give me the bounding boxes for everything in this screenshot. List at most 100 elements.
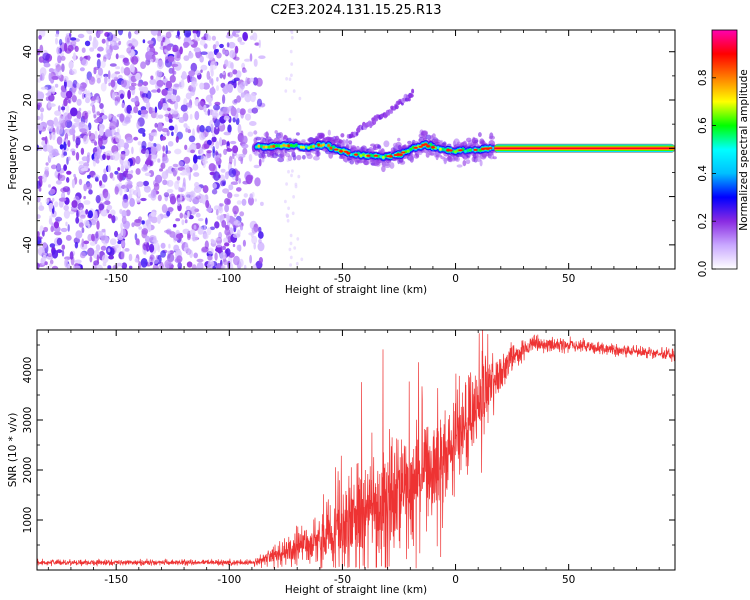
spectrogram-noise-blob: [130, 49, 135, 58]
spectrogram-noise-blob: [45, 198, 50, 205]
spectrogram-signal-hotspot: [488, 147, 493, 150]
spectrogram-noise-blob: [85, 209, 89, 215]
spectrogram-noise-blob: [133, 136, 139, 141]
spectrogram-noise-blob: [181, 73, 186, 80]
spectrogram-noise-blob: [162, 78, 168, 83]
spectrogram-noise-blob: [56, 46, 60, 55]
spectrogram-noise-blob: [74, 259, 82, 264]
spectrogram-noise-blob: [203, 143, 210, 150]
spectrogram-signal-hotspot: [388, 155, 393, 158]
spectrogram-signal-halo: [466, 137, 472, 143]
spectrogram-noise-blob: [175, 218, 181, 222]
spectrogram-noise-blob: [239, 211, 245, 217]
spectrogram-noise-blob: [160, 242, 166, 249]
spectrogram-noise-blob: [53, 231, 62, 236]
spectrogram-noise-blob: [295, 261, 299, 266]
spectrogram-noise-blob: [199, 132, 206, 141]
spectrogram-signal-blob: [294, 143, 298, 147]
spectrogram-noise-blob: [256, 98, 263, 107]
spectrogram-noise-blob: [141, 140, 147, 150]
spectrogram-noise-blob: [218, 174, 221, 179]
spectrogram-noise-blob: [165, 31, 172, 39]
spectrogram-noise-blob: [100, 234, 109, 244]
spectrogram-signal-blob: [299, 145, 303, 149]
spectrogram-noise-blob: [243, 264, 247, 269]
spectrogram-noise-blob: [85, 92, 92, 99]
spectrogram-noise-blob: [223, 148, 228, 155]
spectrogram-signal-hotspot: [398, 153, 403, 156]
spectrogram-noise-blob: [55, 216, 63, 222]
spectrogram-noise-blob: [194, 70, 201, 76]
spectrogram-noise-blob: [214, 252, 218, 261]
spectrogram-noise-blob: [84, 40, 91, 47]
spectrogram-signal-halo: [338, 139, 343, 144]
spectrogram-noise-blob: [71, 125, 76, 130]
spectrogram-noise-blob: [101, 114, 108, 120]
spectrogram-noise-blob: [172, 87, 177, 96]
spectrogram-noise-blob: [131, 222, 135, 228]
spectrogram-noise-blob: [60, 85, 65, 92]
spectrogram-noise-blob: [128, 43, 133, 47]
spectrogram-noise-blob: [96, 77, 101, 84]
spectrogram-noise-blob: [78, 161, 85, 165]
spectrogram-noise-blob: [102, 188, 109, 199]
spectrogram-noise-blob: [296, 237, 300, 241]
spectrogram-noise-blob: [224, 228, 231, 236]
spectrogram-noise-blob: [161, 204, 168, 213]
spectrogram-noise-blob: [88, 122, 92, 131]
spectrogram-noise-blob: [71, 178, 75, 189]
spectrogram-noise-blob: [159, 261, 164, 269]
spectrogram-noise-blob: [87, 174, 91, 179]
spectrogram-noise-blob: [199, 55, 204, 63]
spectrogram-noise-blob: [285, 213, 289, 217]
spectrogram-noise-blob: [156, 79, 164, 87]
spectrogram-noise-blob: [163, 192, 170, 198]
spectrogram-noise-blob: [112, 176, 115, 181]
spectrogram-noise-blob: [160, 40, 164, 48]
spectrogram-noise-blob: [154, 122, 158, 128]
spectrogram-noise-blob: [229, 62, 234, 69]
spectrogram-noise-blob: [114, 92, 118, 96]
spectrogram-noise-blob: [41, 140, 46, 146]
spectrogram-noise-blob: [254, 42, 260, 46]
spectrogram-signal-halo: [456, 164, 463, 168]
spectrogram-noise-blob: [42, 254, 47, 261]
spectrogram-noise-blob: [201, 246, 209, 253]
spectrogram-noise-blob: [95, 244, 101, 252]
spectrogram-noise-blob: [133, 106, 139, 114]
spectrogram-noise-blob: [106, 49, 113, 57]
spectrogram-noise-blob: [147, 40, 154, 45]
spectrogram-noise-blob: [177, 262, 182, 269]
spectrogram-noise-blob: [242, 147, 248, 155]
spectrogram-noise-blob: [119, 208, 123, 215]
spectrogram-noise-blob: [185, 248, 192, 255]
spectrogram-branch-blob: [411, 88, 415, 94]
spectrogram-signal-halo: [407, 140, 412, 145]
spectrogram-noise-blob: [118, 40, 122, 46]
spectrogram-noise-blob: [69, 251, 74, 260]
spectrogram-noise-blob: [223, 131, 231, 136]
spectrogram-noise-blob: [222, 106, 230, 115]
spectrogram-signal-halo: [408, 155, 414, 161]
spectrogram-noise-blob: [99, 127, 104, 136]
spectrogram-signal-halo: [320, 133, 325, 139]
spectrogram-noise-blob: [288, 77, 292, 81]
spectrogram-noise-blob: [43, 62, 51, 68]
spectrogram-noise-blob: [149, 243, 155, 253]
spectrogram-noise-blob: [292, 195, 295, 199]
spectrogram-signal-blob: [287, 144, 291, 148]
spectrogram-signal-halo: [383, 140, 390, 148]
spectrogram-noise-blob: [255, 77, 263, 87]
spectrogram-noise-blob: [52, 197, 55, 202]
spectrogram-noise-blob: [192, 128, 195, 138]
spectrogram-signal-halo: [274, 130, 278, 134]
spectrogram-signal-blob: [436, 146, 440, 150]
spectrogram-noise-blob: [156, 70, 160, 77]
spectrogram-noise-blob: [121, 240, 126, 248]
spectrogram-noise-blob: [48, 184, 51, 188]
spectrogram-noise-blob: [55, 163, 62, 173]
spectrogram-noise-blob: [61, 244, 66, 250]
spectrogram-noise-blob: [64, 35, 71, 44]
spectrogram-noise-blob: [135, 197, 141, 203]
spectrogram-noise-blob: [37, 115, 41, 121]
